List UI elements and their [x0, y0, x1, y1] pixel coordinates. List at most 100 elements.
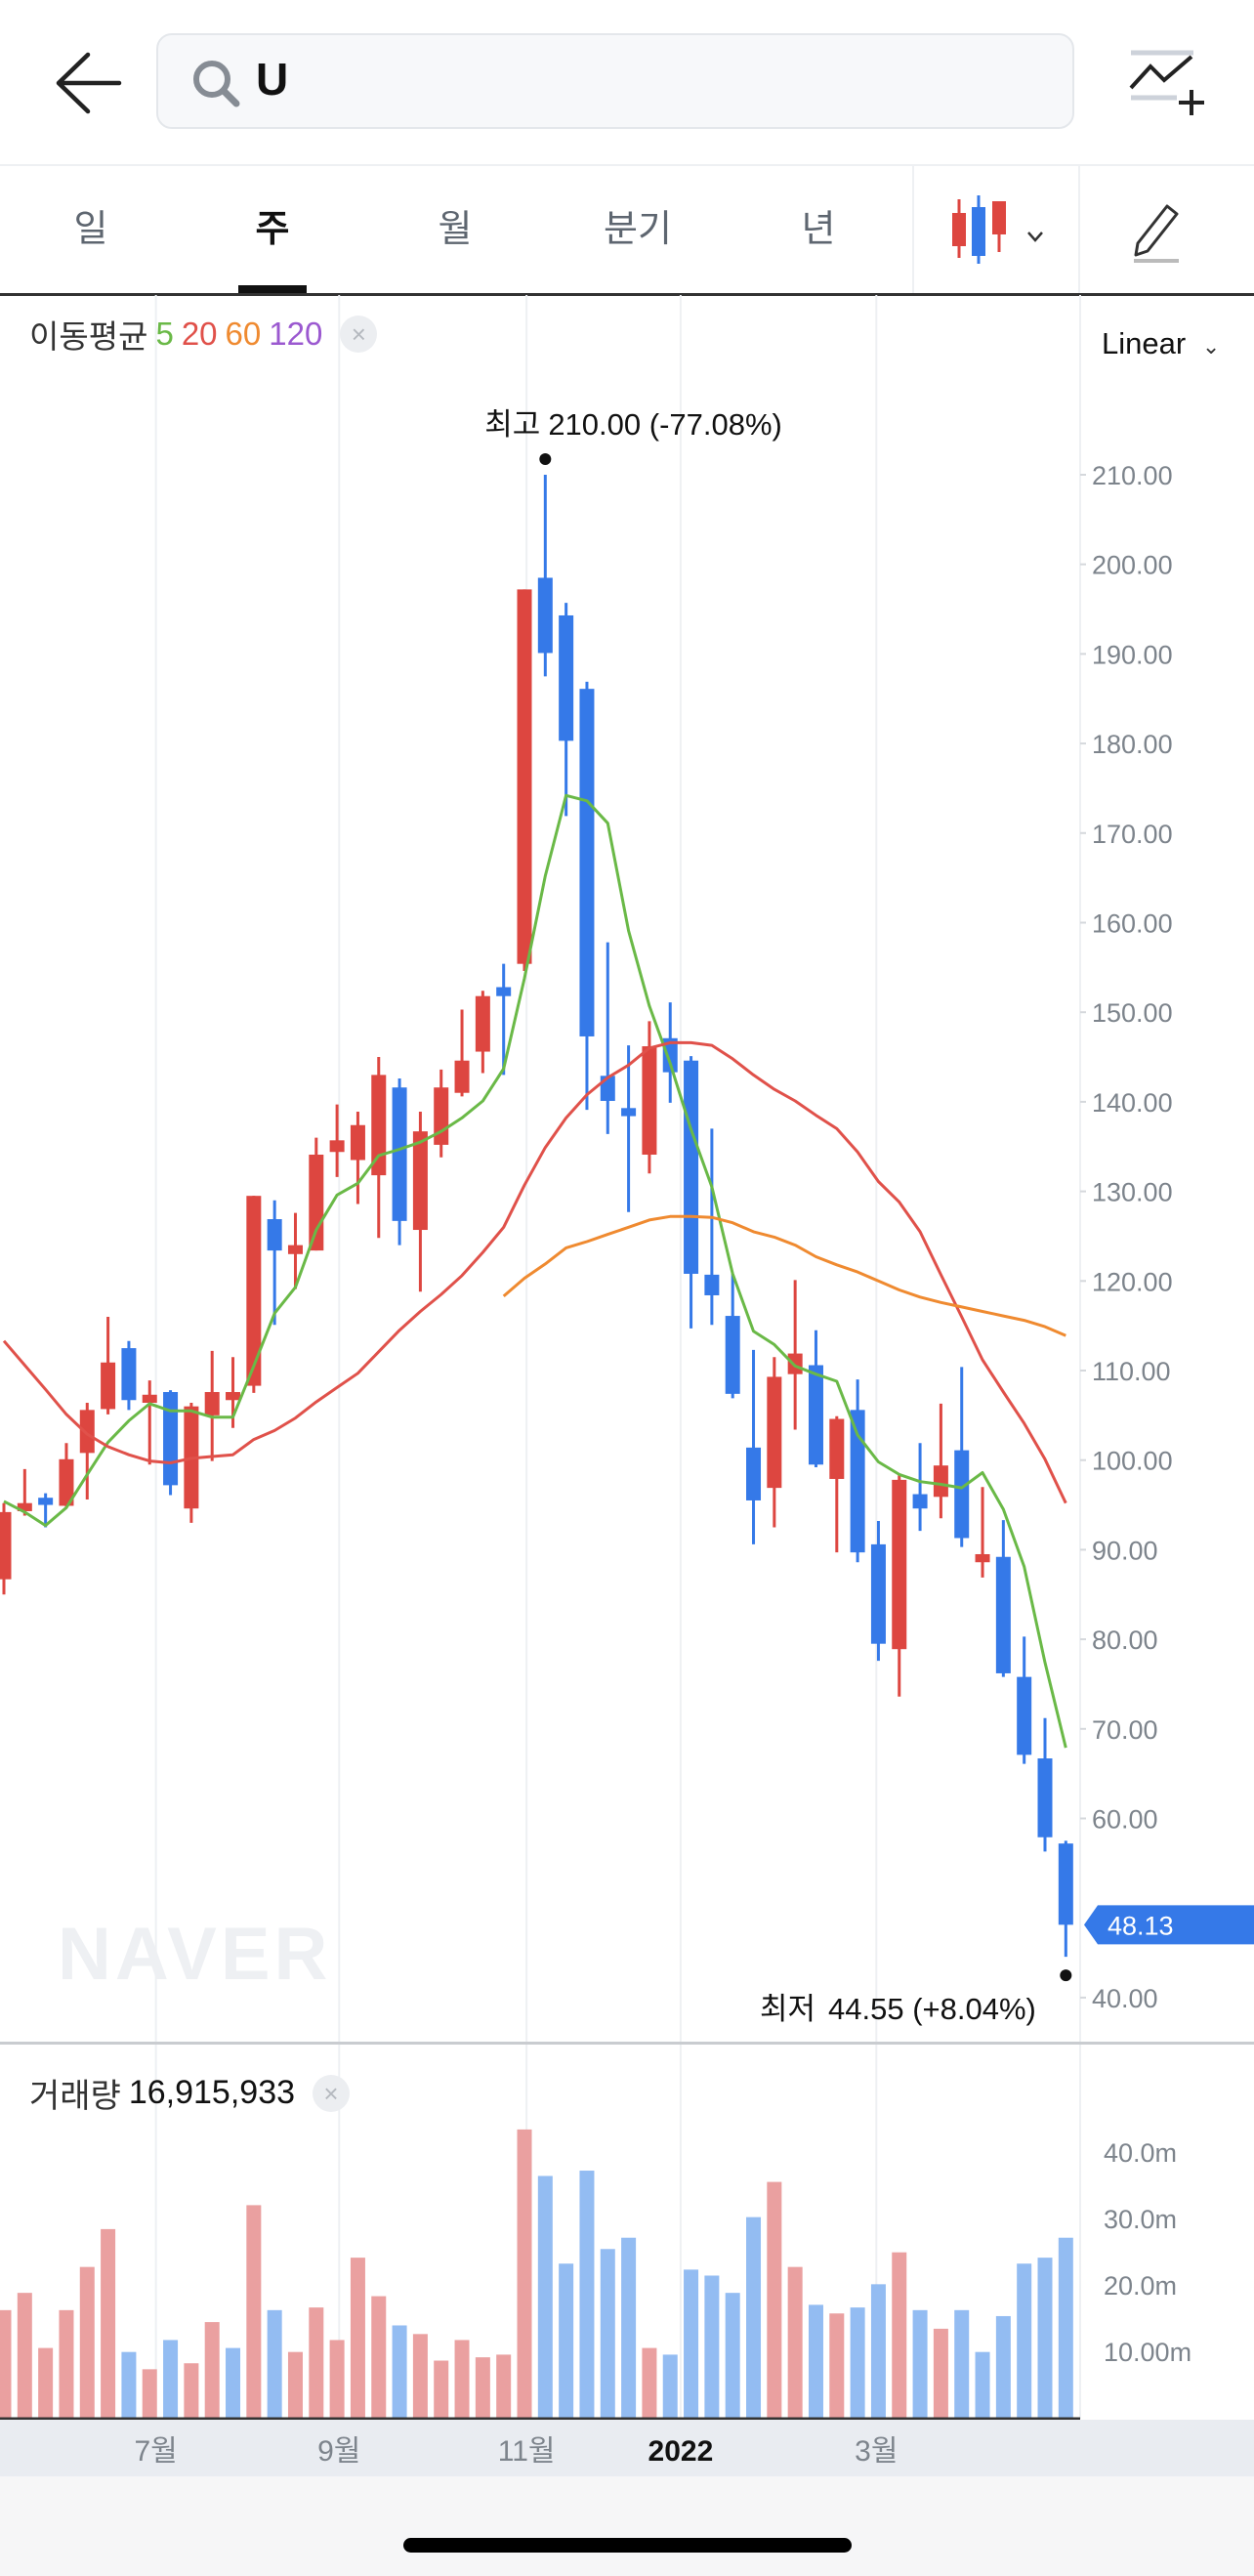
home-indicator: [403, 2538, 852, 2553]
volume-bar: [101, 2228, 116, 2418]
candle: [246, 1196, 262, 1393]
candle-body: [559, 614, 574, 741]
candle: [142, 1380, 157, 1465]
candle: [59, 1443, 74, 1507]
volume-bar: [662, 2354, 678, 2418]
volume-bar: [829, 2313, 845, 2418]
search-input[interactable]: U: [156, 33, 1074, 129]
candle: [184, 1403, 199, 1523]
volume-legend: 거래량 16,915,933 ×: [29, 2069, 351, 2117]
ma20-line: [2, 1040, 1067, 1504]
volume-tick-label: 30.0m: [1104, 2205, 1177, 2234]
ma5-line: [3, 793, 1067, 1749]
top-bar: U: [0, 0, 1254, 166]
candle-body: [954, 1450, 970, 1539]
volume-bar: [38, 2347, 54, 2418]
candle-body: [434, 1087, 449, 1145]
volume-bar: [704, 2275, 720, 2418]
tab-week[interactable]: 주: [199, 166, 346, 293]
price-tick-label: 140.00: [1092, 1088, 1173, 1118]
candle-body: [329, 1140, 345, 1153]
volume-bar: [79, 2266, 95, 2418]
candle-body: [59, 1458, 74, 1506]
candle: [829, 1415, 845, 1553]
candle: [267, 1200, 282, 1326]
candle: [662, 1002, 678, 1103]
chevron-down-icon: ⌄: [1201, 334, 1221, 359]
add-indicator-button[interactable]: [1123, 47, 1211, 125]
volume-bar: [246, 2205, 262, 2418]
candle: [163, 1390, 179, 1496]
back-button[interactable]: [51, 49, 125, 117]
candle-body: [725, 1316, 740, 1394]
candle: [767, 1357, 782, 1528]
price-tick-label: 210.00: [1092, 461, 1173, 490]
candle: [79, 1403, 95, 1500]
volume-tick-label: 40.0m: [1104, 2138, 1177, 2168]
candle-body: [287, 1245, 303, 1254]
tab-day[interactable]: 일: [73, 209, 108, 250]
candle: [350, 1111, 365, 1204]
candle-body: [579, 689, 595, 1036]
candle: [850, 1379, 865, 1563]
draw-button[interactable]: [1128, 200, 1191, 263]
price-tick-label: 170.00: [1092, 820, 1173, 849]
pencil-icon: [1134, 204, 1179, 263]
volume-bar: [912, 2309, 928, 2418]
volume-bar: [0, 2309, 12, 2418]
volume-bar: [892, 2252, 907, 2418]
volume-label: 거래량: [29, 2078, 121, 2115]
candle: [0, 1502, 12, 1595]
candle-body: [517, 589, 532, 964]
volume-bar: [517, 2129, 532, 2418]
candle-body: [850, 1410, 865, 1553]
candle-body: [537, 577, 553, 654]
arrow-left-icon: [56, 52, 122, 114]
candle: [204, 1350, 220, 1461]
candle: [392, 1078, 407, 1246]
volume-bar: [496, 2354, 512, 2418]
candle-body: [309, 1155, 324, 1251]
ma60-line: [502, 1214, 1066, 1337]
candle: [1058, 1840, 1073, 1958]
candle-body: [226, 1392, 241, 1401]
close-icon[interactable]: ×: [340, 316, 378, 353]
volume-value: 16,915,933: [128, 2074, 296, 2111]
tab-month[interactable]: 월: [438, 209, 473, 250]
candle: [704, 1128, 720, 1326]
search-value: U: [256, 54, 289, 105]
candle-body: [267, 1219, 282, 1251]
volume-bar: [121, 2351, 137, 2418]
volume-bar: [954, 2309, 970, 2418]
panel-divider: [0, 2042, 1254, 2045]
scale-select[interactable]: Linear ⌄: [1102, 326, 1220, 361]
tab-quarter[interactable]: 분기: [604, 209, 672, 250]
close-icon[interactable]: ×: [313, 2074, 351, 2112]
candle-body: [246, 1196, 262, 1386]
chart-type-button[interactable]: [947, 195, 1065, 264]
candle: [537, 475, 553, 677]
tab-year[interactable]: 년: [801, 209, 836, 250]
price-tick-label: 120.00: [1092, 1267, 1173, 1296]
price-tick-label: 150.00: [1092, 998, 1173, 1028]
candle: [954, 1367, 970, 1547]
volume-bar: [371, 2296, 387, 2418]
candle-body: [767, 1376, 782, 1489]
candle-body: [621, 1108, 637, 1117]
candle: [38, 1493, 54, 1528]
candle: [870, 1521, 886, 1662]
candle: [995, 1520, 1011, 1677]
candle: [454, 1009, 470, 1097]
volume-bar: [309, 2307, 324, 2418]
candle-body: [1058, 1843, 1073, 1925]
candle-body: [1037, 1758, 1053, 1837]
scale-value: Linear: [1102, 326, 1187, 360]
naver-watermark: NAVER: [58, 1913, 331, 1996]
candle: [725, 1273, 740, 1399]
time-axis: [0, 2420, 1254, 2476]
candle-body: [121, 1348, 137, 1401]
volume-bar: [142, 2369, 157, 2418]
high-marker-dot: [539, 453, 552, 465]
x-tick-label: 11월: [498, 2435, 556, 2468]
